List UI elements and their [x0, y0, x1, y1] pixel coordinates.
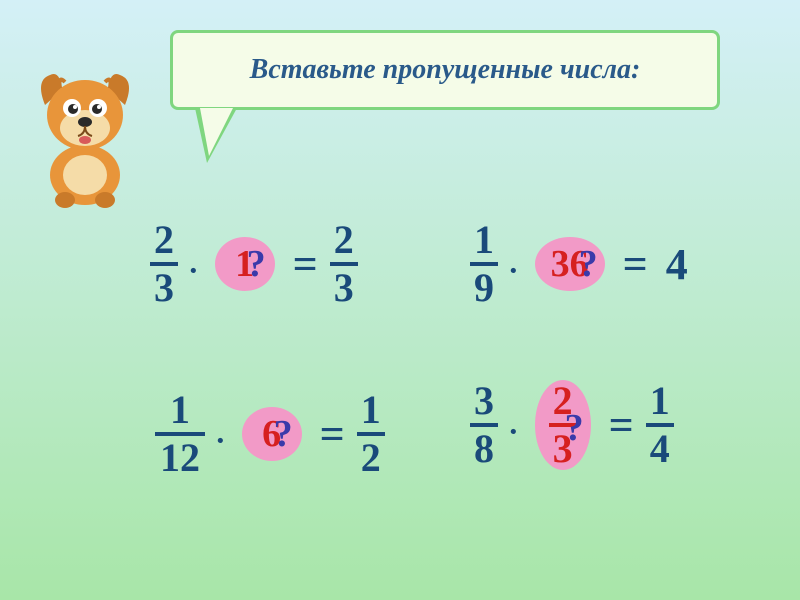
equals-sign: = [623, 239, 648, 290]
fraction-3-right: 1 2 [357, 390, 385, 478]
multiply-dot: · [508, 252, 519, 289]
equals-sign: = [609, 400, 634, 451]
equation-1: 2 3 · 1 ? = 2 3 [150, 220, 358, 308]
speech-tail-fill [200, 108, 233, 156]
fraction-1-left: 2 3 [150, 220, 178, 308]
blank-4[interactable]: 2 3 ? [535, 380, 591, 470]
instruction-banner: Вставьте пропущенные числа: [170, 30, 720, 110]
fraction-2-left: 1 9 [470, 220, 498, 308]
fraction-3-left: 1 12 [155, 390, 205, 478]
fraction-1-right: 2 3 [330, 220, 358, 308]
multiply-dot: · [508, 413, 519, 450]
fraction-4-left: 3 8 [470, 381, 498, 469]
blank-3[interactable]: 6 ? [242, 407, 302, 461]
equals-sign: = [293, 239, 318, 290]
equation-4: 3 8 · 2 3 ? = 1 4 [470, 380, 674, 470]
blank-2[interactable]: 36 ? [535, 237, 605, 291]
equation-2: 1 9 · 36 ? = 4 [470, 220, 694, 308]
equals-sign: = [320, 409, 345, 460]
instruction-text: Вставьте пропущенные числа: [250, 54, 641, 86]
fraction-4-right: 1 4 [646, 381, 674, 469]
whole-number-result: 4 [666, 239, 688, 290]
blank-1[interactable]: 1 ? [215, 237, 275, 291]
equation-3: 1 12 · 6 ? = 1 2 [155, 390, 385, 478]
dog-image [20, 60, 150, 210]
multiply-dot: · [215, 422, 226, 459]
multiply-dot: · [188, 252, 199, 289]
